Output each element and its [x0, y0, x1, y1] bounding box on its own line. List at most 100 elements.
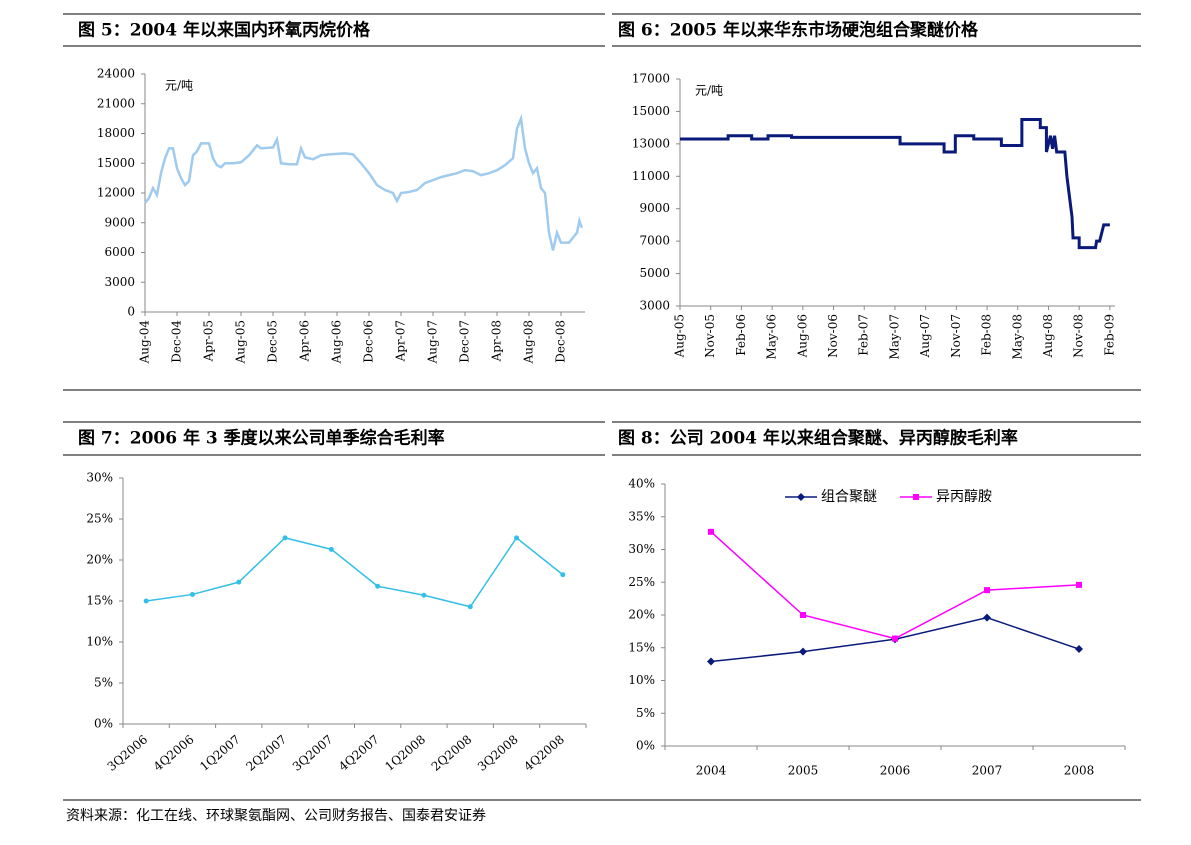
x-tick-label: Nov-08: [1072, 314, 1086, 358]
line: [710, 531, 1080, 640]
y-tick-label: 11000: [632, 169, 670, 183]
y-tick-label: 0%: [636, 739, 655, 753]
x-tick-label: 2008: [1064, 764, 1095, 778]
legend-label: 组合聚醚: [821, 489, 877, 505]
y-tick-label: 15%: [628, 640, 655, 654]
point: [282, 535, 288, 541]
x-tick-label: 3Q2006: [105, 732, 151, 774]
y-tick-label: 10%: [628, 673, 655, 687]
x-tick-label: 3Q2007: [290, 732, 336, 774]
point: [799, 647, 807, 656]
point: [1075, 645, 1083, 654]
y-tick-label: 12000: [97, 186, 135, 200]
x-tick-label: Nov-07: [949, 314, 963, 358]
point: [421, 592, 427, 598]
y-tick-label: 20%: [86, 553, 113, 567]
x-tick-label: Nov-06: [826, 314, 840, 358]
line: [680, 118, 1110, 250]
x-tick-label: Aug-08: [522, 320, 536, 364]
x-tick-label: 2004: [696, 764, 727, 778]
point: [143, 598, 149, 604]
x-tick-label: Dec-06: [362, 320, 376, 363]
x-tick-label: 1Q2007: [197, 732, 243, 774]
line: [146, 536, 564, 608]
legend-label: 异丙醇胺: [936, 488, 992, 505]
source: 资料来源：化工在线、环球聚氨酯网、公司财务报告、国泰君安证券: [66, 808, 486, 824]
x-tick-label: Nov-05: [703, 314, 717, 358]
y-tick-label: 25%: [86, 512, 113, 526]
y-tick-label: 5%: [636, 706, 655, 720]
y-tick-label: 35%: [628, 509, 655, 523]
x-tick-label: Apr-05: [202, 320, 216, 362]
y-tick-label: 25%: [628, 575, 655, 589]
x-tick-label: 4Q2007: [336, 732, 382, 774]
x-tick-label: 3Q2008: [475, 732, 521, 774]
point: [800, 612, 806, 618]
point: [375, 583, 381, 589]
x-tick-label: 4Q2006: [151, 732, 197, 774]
chart-title: 图 8：公司 2004 年以来组合聚醚、异丙醇胺毛利率: [618, 428, 1018, 449]
y-tick-label: 0: [127, 305, 135, 319]
y-tick-label: 15%: [86, 594, 113, 608]
y-tick-label: 6000: [104, 245, 135, 259]
x-tick-label: Feb-06: [734, 314, 748, 356]
x-tick-label: Aug-06: [795, 314, 809, 358]
point: [189, 591, 195, 597]
y-tick-label: 3000: [639, 299, 670, 313]
x-tick-label: Dec-04: [170, 320, 184, 363]
x-tick-label: 2Q2007: [243, 732, 289, 774]
x-tick-label: Aug-05: [673, 314, 687, 358]
x-tick-label: May-08: [1010, 314, 1024, 360]
point: [984, 587, 990, 594]
line: [144, 113, 583, 251]
x-tick-label: 4Q2008: [521, 732, 567, 774]
x-tick-label: Aug-08: [1041, 314, 1055, 358]
y-tick-label: 30%: [628, 542, 655, 556]
y-tick-label: 24000: [97, 67, 135, 81]
point: [467, 604, 473, 610]
x-tick-label: Feb-08: [980, 314, 994, 356]
x-tick-label: Dec-07: [458, 320, 472, 363]
x-tick-label: Aug-07: [426, 320, 440, 364]
point: [892, 635, 898, 642]
x-tick-label: Aug-04: [138, 320, 152, 365]
y-tick-label: 21000: [97, 96, 135, 110]
point: [236, 579, 242, 585]
x-tick-label: Dec-08: [554, 320, 568, 363]
y-tick-label: 7000: [639, 234, 670, 248]
y-tick-label: 17000: [632, 72, 670, 86]
x-tick-label: Aug-06: [330, 320, 344, 364]
x-tick-label: Feb-07: [857, 314, 871, 356]
point: [514, 535, 520, 541]
x-tick-label: 1Q2008: [382, 732, 428, 774]
point: [708, 528, 714, 535]
y-tick-label: 5000: [639, 266, 670, 280]
chart-title: 图 6：2005 年以来华东市场硬泡组合聚醚价格: [618, 20, 979, 41]
x-tick-label: 2007: [972, 764, 1003, 778]
y-tick-label: 0%: [94, 717, 113, 731]
y-tick-label: 15000: [632, 104, 670, 118]
y-tick-label: 18000: [97, 126, 135, 140]
x-tick-label: 2005: [788, 764, 819, 778]
x-tick-label: Apr-08: [490, 320, 504, 362]
x-tick-label: Feb-09: [1102, 314, 1116, 356]
y-tick-label: 9000: [104, 215, 135, 229]
y-tick-label: 13000: [632, 136, 670, 150]
point: [983, 613, 991, 622]
chart-title: 图 7：2006 年 3 季度以来公司单季综合毛利率: [78, 428, 445, 449]
point: [328, 546, 334, 552]
x-tick-label: May-06: [765, 314, 779, 360]
x-tick-label: Apr-06: [298, 320, 312, 362]
point: [1076, 581, 1082, 588]
y-tick-label: 10%: [86, 635, 113, 649]
unit-label: 元/吨: [695, 84, 723, 98]
x-tick-label: Apr-07: [394, 320, 408, 362]
point: [560, 572, 566, 578]
y-tick-label: 40%: [628, 477, 655, 491]
y-tick-label: 5%: [94, 676, 113, 690]
point: [707, 657, 715, 666]
x-tick-label: May-07: [887, 314, 901, 360]
x-tick-label: 2Q2008: [429, 732, 475, 774]
x-tick-label: 2006: [880, 764, 911, 778]
